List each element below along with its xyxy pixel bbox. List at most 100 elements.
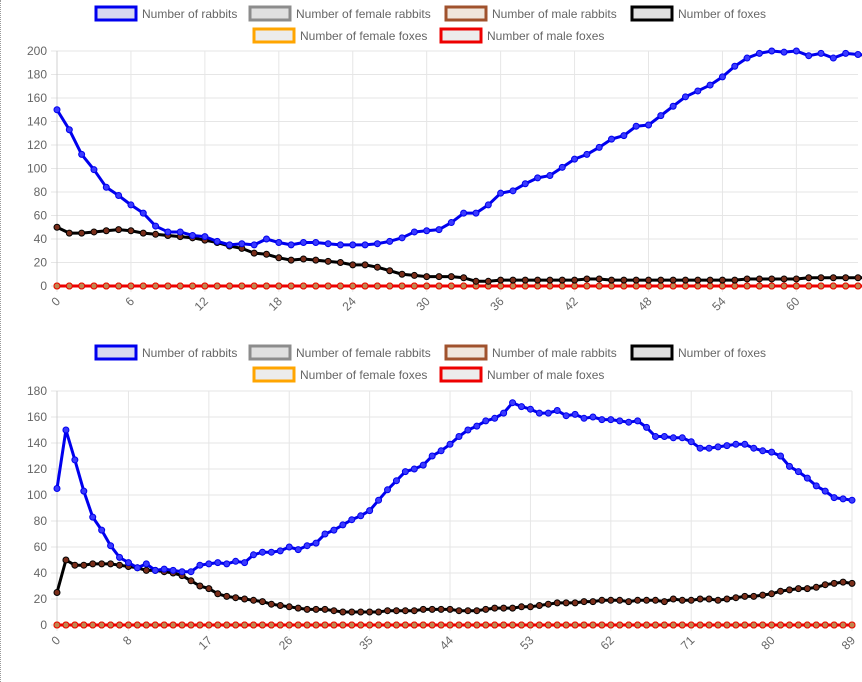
data-point [190, 232, 196, 238]
data-point [367, 622, 373, 628]
data-point [474, 423, 480, 429]
data-point [277, 622, 283, 628]
data-point [72, 562, 78, 568]
data-point [233, 558, 239, 564]
legend-item[interactable]: Number of rabbits [96, 346, 237, 360]
data-point [385, 487, 391, 493]
legend-item[interactable]: Number of foxes [632, 346, 766, 360]
data-point [411, 622, 417, 628]
legend-item[interactable]: Number of female foxes [254, 29, 427, 43]
data-point [719, 277, 725, 283]
legend-item[interactable]: Number of male foxes [441, 368, 604, 382]
data-point [387, 283, 393, 289]
data-point [793, 48, 799, 54]
data-point [374, 241, 380, 247]
data-point [128, 228, 134, 234]
data-point [724, 596, 730, 602]
data-point [498, 190, 504, 196]
data-point [760, 622, 766, 628]
data-point [786, 587, 792, 593]
data-point [300, 283, 306, 289]
data-point [206, 586, 212, 592]
data-point [724, 622, 730, 628]
legend-item[interactable]: Number of female rabbits [250, 346, 431, 360]
legend-item[interactable]: Number of rabbits [96, 7, 237, 21]
y-tick-label: 120 [27, 138, 47, 152]
x-tick-label: 62 [598, 633, 618, 653]
data-point [367, 609, 373, 615]
data-point [474, 622, 480, 628]
data-point [251, 242, 257, 248]
data-point [483, 622, 489, 628]
data-point [744, 55, 750, 61]
legend-item[interactable]: Number of male rabbits [446, 346, 617, 360]
data-point [658, 113, 664, 119]
data-point [563, 413, 569, 419]
data-point [510, 188, 516, 194]
data-point [134, 622, 140, 628]
data-point [188, 578, 194, 584]
data-point [760, 448, 766, 454]
data-point [227, 242, 233, 248]
series-number-of-rabbits [54, 48, 862, 248]
data-point [438, 448, 444, 454]
data-point [72, 622, 78, 628]
data-point [535, 283, 541, 289]
data-point [116, 283, 122, 289]
data-point [793, 283, 799, 289]
data-point [251, 283, 257, 289]
data-point [670, 435, 676, 441]
data-point [707, 283, 713, 289]
data-point [399, 271, 405, 277]
data-point [646, 122, 652, 128]
y-tick-label: 80 [34, 185, 48, 199]
data-point [99, 622, 105, 628]
legend-item[interactable]: Number of male foxes [441, 29, 604, 43]
data-point [831, 495, 837, 501]
legend-label: Number of rabbits [142, 7, 237, 21]
data-point [448, 274, 454, 280]
data-point [806, 275, 812, 281]
data-point [843, 50, 849, 56]
data-point [91, 229, 97, 235]
data-point [153, 223, 159, 229]
data-point [263, 283, 269, 289]
legend-swatch [250, 7, 290, 20]
data-point [337, 260, 343, 266]
data-point [340, 609, 346, 615]
data-point [325, 258, 331, 264]
legend-item[interactable]: Number of female rabbits [250, 7, 431, 21]
data-point [170, 567, 176, 573]
data-point [304, 622, 310, 628]
y-tick-label: 0 [40, 618, 47, 632]
y-tick-label: 20 [34, 256, 48, 270]
legend-item[interactable]: Number of foxes [632, 7, 766, 21]
data-point [393, 608, 399, 614]
data-point [367, 508, 373, 514]
data-point [830, 275, 836, 281]
data-point [617, 597, 623, 603]
data-point [202, 234, 208, 240]
data-point [626, 599, 632, 605]
data-point [374, 283, 380, 289]
data-point [804, 475, 810, 481]
legend-item[interactable]: Number of female foxes [254, 368, 427, 382]
data-point [438, 606, 444, 612]
data-point [572, 600, 578, 606]
data-point [572, 156, 578, 162]
data-point [116, 193, 122, 199]
data-point [214, 238, 220, 244]
data-point [103, 184, 109, 190]
x-tick-label: 17 [196, 633, 216, 653]
legend-item[interactable]: Number of male rabbits [446, 7, 617, 21]
data-point [177, 283, 183, 289]
data-point [66, 230, 72, 236]
data-point [424, 228, 430, 234]
data-point [751, 593, 757, 599]
legend-swatch [254, 29, 294, 42]
data-point [103, 283, 109, 289]
data-point [781, 283, 787, 289]
data-point [288, 242, 294, 248]
data-point [63, 622, 69, 628]
data-point [116, 227, 122, 233]
